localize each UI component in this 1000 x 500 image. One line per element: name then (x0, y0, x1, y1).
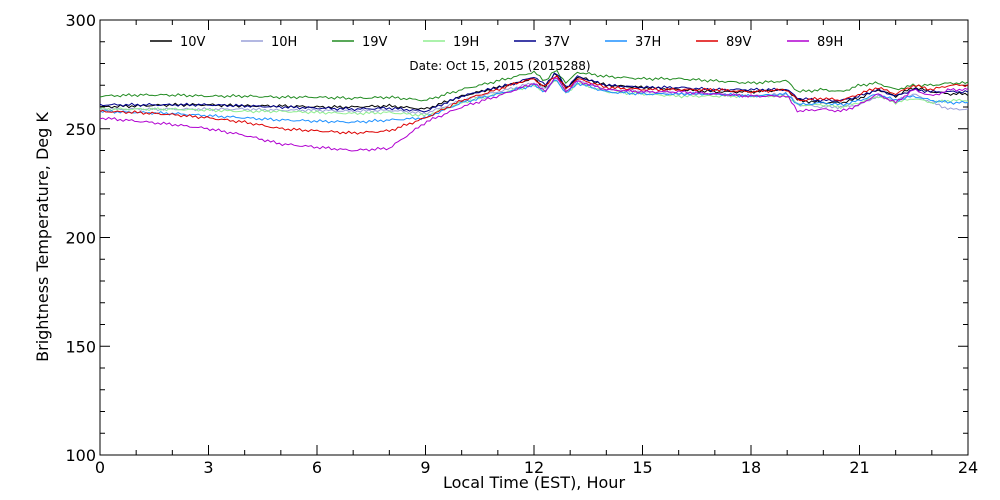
y-tick-label: 100 (65, 446, 96, 465)
x-tick-label: 9 (420, 458, 430, 477)
x-tick-label: 3 (203, 458, 213, 477)
x-tick-label: 24 (958, 458, 978, 477)
date-annotation: Date: Oct 15, 2015 (2015288) (409, 59, 590, 73)
x-tick-label: 6 (312, 458, 322, 477)
series-lines (99, 69, 969, 152)
series-line-19v (99, 69, 969, 102)
y-tick-label: 250 (65, 120, 96, 139)
axis-ticks (99, 19, 969, 456)
x-tick-label: 12 (524, 458, 544, 477)
x-tick-label: 15 (632, 458, 652, 477)
x-tick-label: 18 (741, 458, 761, 477)
x-tick-label: 21 (849, 458, 869, 477)
y-axis-title: Brightness Temperature, Deg K (33, 112, 52, 362)
legend-label-19v: 19V (362, 35, 388, 50)
plot-frame (99, 19, 969, 456)
series-line-19h (99, 80, 969, 117)
y-tick-label: 300 (65, 11, 96, 30)
legend-label-89h: 89H (817, 35, 843, 50)
series-line-89v (99, 75, 969, 135)
legend-label-37v: 37V (544, 35, 570, 50)
y-tick-label: 200 (65, 229, 96, 248)
legend: 10V 10H 19V 19H 37V 37H 89V 89H (150, 35, 843, 50)
y-tick-labels: 100 150 200 250 300 (65, 11, 96, 465)
legend-label-19h: 19H (453, 35, 479, 50)
x-axis-title: Local Time (EST), Hour (443, 473, 625, 492)
y-tick-label: 150 (65, 337, 96, 356)
legend-label-10v: 10V (180, 35, 206, 50)
series-line-89h (99, 77, 969, 152)
x-tick-label: 0 (95, 458, 105, 477)
series-line-37h (99, 79, 969, 124)
legend-label-10h: 10H (271, 35, 297, 50)
legend-label-89v: 89V (726, 35, 752, 50)
x-tick-labels: 0 3 6 9 12 15 18 21 24 (95, 458, 978, 477)
legend-label-37h: 37H (635, 35, 661, 50)
